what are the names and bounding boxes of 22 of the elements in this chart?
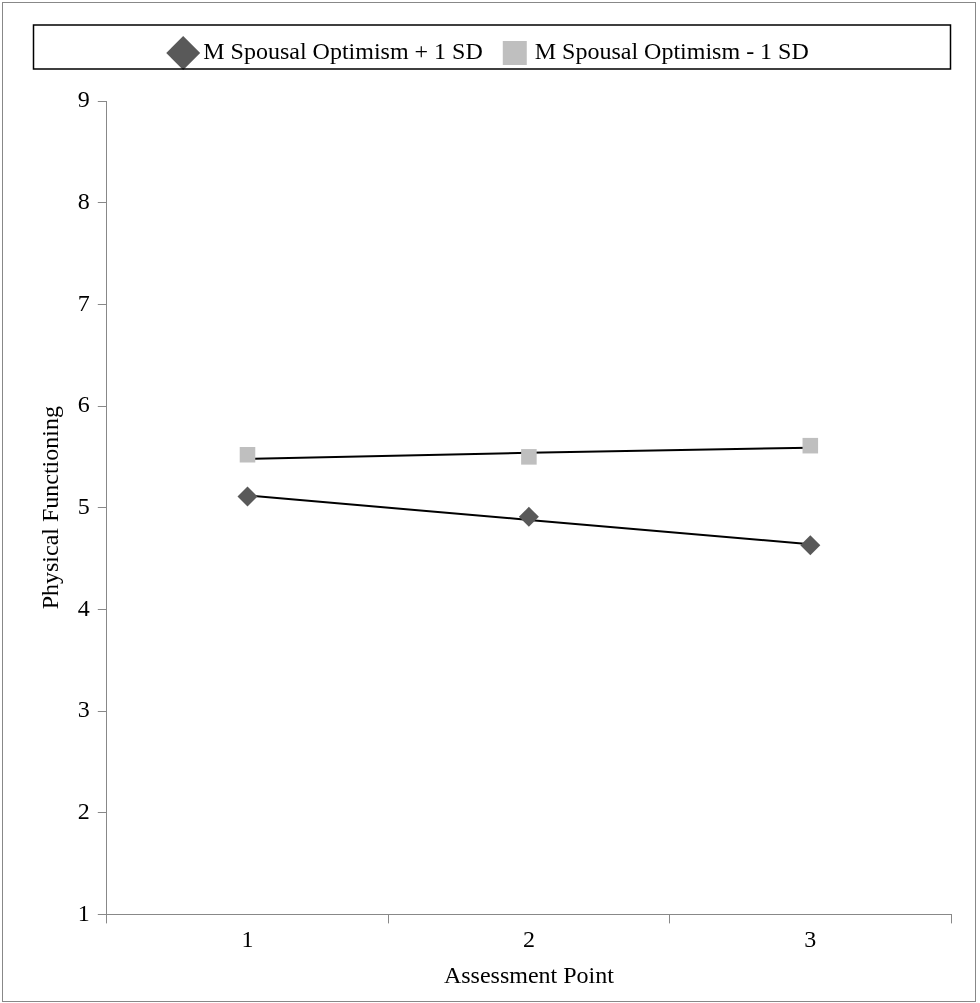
legend-label: M Spousal Optimism + 1 SD (203, 38, 483, 65)
y-tick-label: 3 (77, 696, 90, 723)
y-axis-title: Physical Functioning (36, 406, 63, 610)
y-tick-label: 2 (77, 798, 90, 825)
y-tick-label: 4 (77, 594, 90, 621)
y-tick-label: 9 (77, 86, 90, 113)
point (237, 486, 258, 507)
legend-label: M Spousal Optimism - 1 SD (534, 38, 809, 65)
x-tick-label: 2 (522, 926, 535, 953)
point (802, 437, 819, 454)
y-tick-label: 5 (77, 493, 90, 519)
y-tick-label: 1 (77, 899, 90, 926)
x-tick-label: 1 (241, 926, 254, 953)
point (239, 447, 256, 463)
y-tick-label: 6 (77, 391, 90, 418)
x-tick-label: 3 (804, 926, 817, 953)
point (800, 535, 821, 556)
y-tick-label: 7 (77, 289, 90, 316)
point (521, 449, 537, 465)
point (518, 506, 539, 527)
y-tick-label: 8 (77, 187, 90, 214)
x-axis-title: Assessment Point (443, 961, 615, 988)
